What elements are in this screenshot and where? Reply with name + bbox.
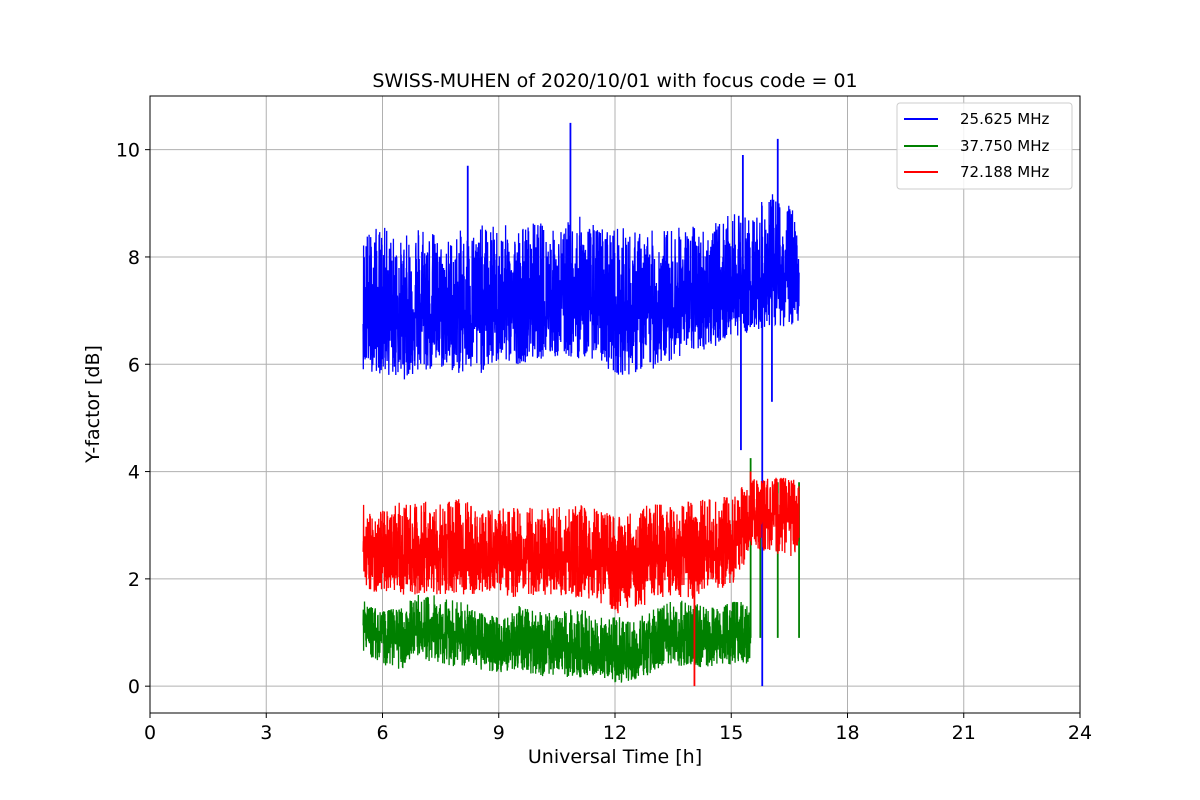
x-tick-label-5: 15 bbox=[719, 722, 743, 744]
x-axis-label: Universal Time [h] bbox=[528, 746, 702, 768]
chart-title: SWISS-MUHEN of 2020/10/01 with focus cod… bbox=[372, 70, 857, 92]
y-tick-label-1: 2 bbox=[128, 569, 140, 591]
legend-label-2: 37.750 MHz bbox=[960, 137, 1049, 155]
x-tick-label-7: 21 bbox=[952, 722, 976, 744]
legend-box bbox=[896, 102, 1073, 190]
y-axis-label: Y-factor [dB] bbox=[82, 345, 104, 464]
x-tick-label-6: 18 bbox=[835, 722, 859, 744]
x-tick-label-2: 6 bbox=[376, 722, 388, 744]
plot-series bbox=[362, 122, 800, 687]
legend: 25.625 MHz 37.750 MHz 72.188 MHz bbox=[896, 102, 1073, 190]
y-tick-label-5: 10 bbox=[116, 140, 140, 162]
legend-label-1: 25.625 MHz bbox=[960, 110, 1049, 128]
x-tick-label-1: 3 bbox=[260, 722, 272, 744]
y-tick-label-3: 6 bbox=[128, 354, 140, 376]
series-line-2 bbox=[362, 594, 752, 683]
series-line-1 bbox=[362, 194, 800, 380]
x-tick-label-0: 0 bbox=[144, 722, 156, 744]
y-tick-label-2: 4 bbox=[128, 462, 140, 484]
y-tick-label-4: 8 bbox=[128, 247, 140, 269]
series-line-3 bbox=[362, 477, 800, 614]
x-tick-label-4: 12 bbox=[603, 722, 627, 744]
x-tick-label-3: 9 bbox=[493, 722, 505, 744]
x-tick-label-8: 24 bbox=[1068, 722, 1092, 744]
legend-label-3: 72.188 MHz bbox=[960, 163, 1049, 181]
y-tick-label-0: 0 bbox=[128, 676, 140, 698]
